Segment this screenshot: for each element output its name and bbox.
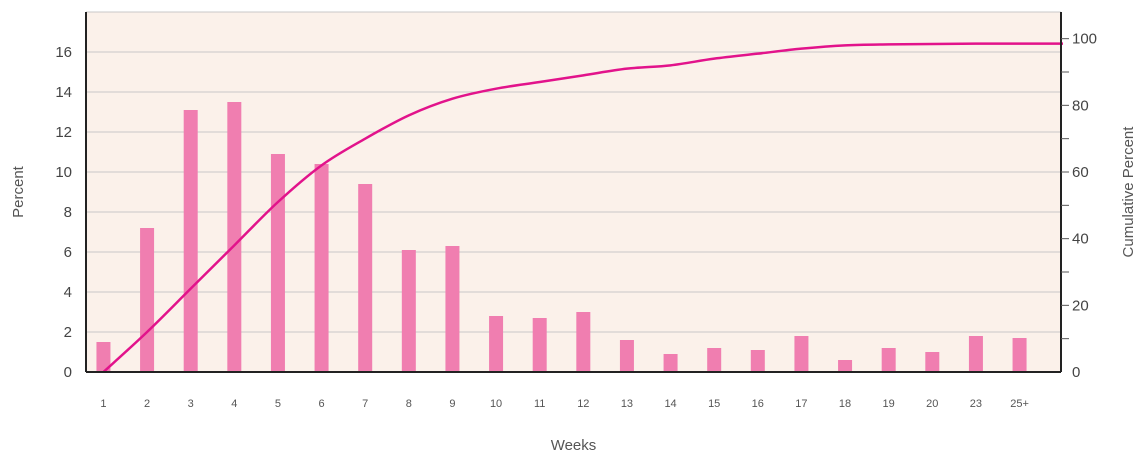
bar-12 [576,312,591,372]
left-tick-label: 16 [55,44,72,61]
x-tick-label: 12 [577,398,589,410]
left-axis-ticks: 0 2 4 6 8 10 12 14 16 [55,44,72,381]
bar-25+ [1012,338,1027,372]
x-tick-label: 19 [883,398,895,410]
x-tick-label: 6 [319,398,325,410]
bar-1 [96,342,111,372]
bar-23 [968,336,983,372]
y2-axis-label: Cumulative Percent [1120,126,1137,258]
right-tick-label: 60 [1072,164,1089,181]
cumulative-line [102,42,1063,373]
x-tick-label: 11 [534,398,545,410]
x-tick-label: 1 [100,398,106,410]
left-tick-label: 8 [64,204,72,221]
left-tick-label: 14 [55,84,72,101]
axes [85,12,1069,373]
bar-16 [750,350,765,372]
cumulative-percent-line [102,42,1063,373]
x-tick-label: 16 [752,398,764,410]
x-tick-label: 13 [621,398,633,410]
left-tick-label: 0 [64,364,72,381]
bar-11 [532,318,547,372]
x-tick-label: 14 [664,398,676,410]
x-tick-label: 23 [970,398,982,410]
bars [96,102,1027,372]
bar-20 [925,352,940,372]
left-tick-label: 2 [64,324,72,341]
bar-17 [794,336,809,372]
left-tick-label: 12 [55,124,72,141]
left-tick-label: 4 [64,284,72,301]
x-tick-label: 9 [449,398,455,410]
bar-8 [401,250,416,372]
bar-6 [314,164,329,372]
x-tick-label: 10 [490,398,502,410]
bar-13 [619,340,634,372]
bar-2 [140,228,155,372]
x-tick-label: 15 [708,398,720,410]
bar-15 [707,348,722,372]
x-tick-label: 7 [362,398,368,410]
bar-5 [270,154,285,372]
x-tick-label: 2 [144,398,150,410]
bar-14 [663,354,678,372]
bar-19 [881,348,896,372]
x-tick-label: 17 [795,398,807,410]
bar-18 [838,360,853,372]
bar-7 [358,184,373,372]
x-tick-label: 20 [926,398,938,410]
y-axis-label: Percent [10,165,27,218]
x-tick-label: 8 [406,398,412,410]
bar-9 [445,246,460,372]
right-tick-label: 100 [1072,31,1097,48]
right-tick-label: 0 [1072,364,1080,381]
right-axis-ticks: 0 20 40 60 80 100 [1072,31,1097,381]
x-axis-ticks: 1 2 3 4 5 6 7 8 9 10 11 12 13 14 15 16 17 18 19 20 23 25+ [100,398,1029,410]
bar-4 [227,102,242,372]
plot-area [86,12,1061,372]
grid-lines [86,11,1061,333]
right-tick-label: 80 [1072,97,1089,114]
plot-background [86,12,1061,372]
bar-3 [183,110,198,372]
x-tick-label: 25+ [1010,398,1029,410]
x-axis-label: Weeks [551,437,597,454]
right-tick-label: 20 [1072,297,1089,314]
x-tick-label: 3 [188,398,194,410]
x-tick-label: 5 [275,398,281,410]
bar-10 [489,316,504,372]
x-tick-label: 4 [231,398,237,410]
left-tick-label: 6 [64,244,72,261]
right-tick-label: 40 [1072,231,1089,248]
left-tick-label: 10 [55,164,72,181]
x-tick-label: 18 [839,398,851,410]
